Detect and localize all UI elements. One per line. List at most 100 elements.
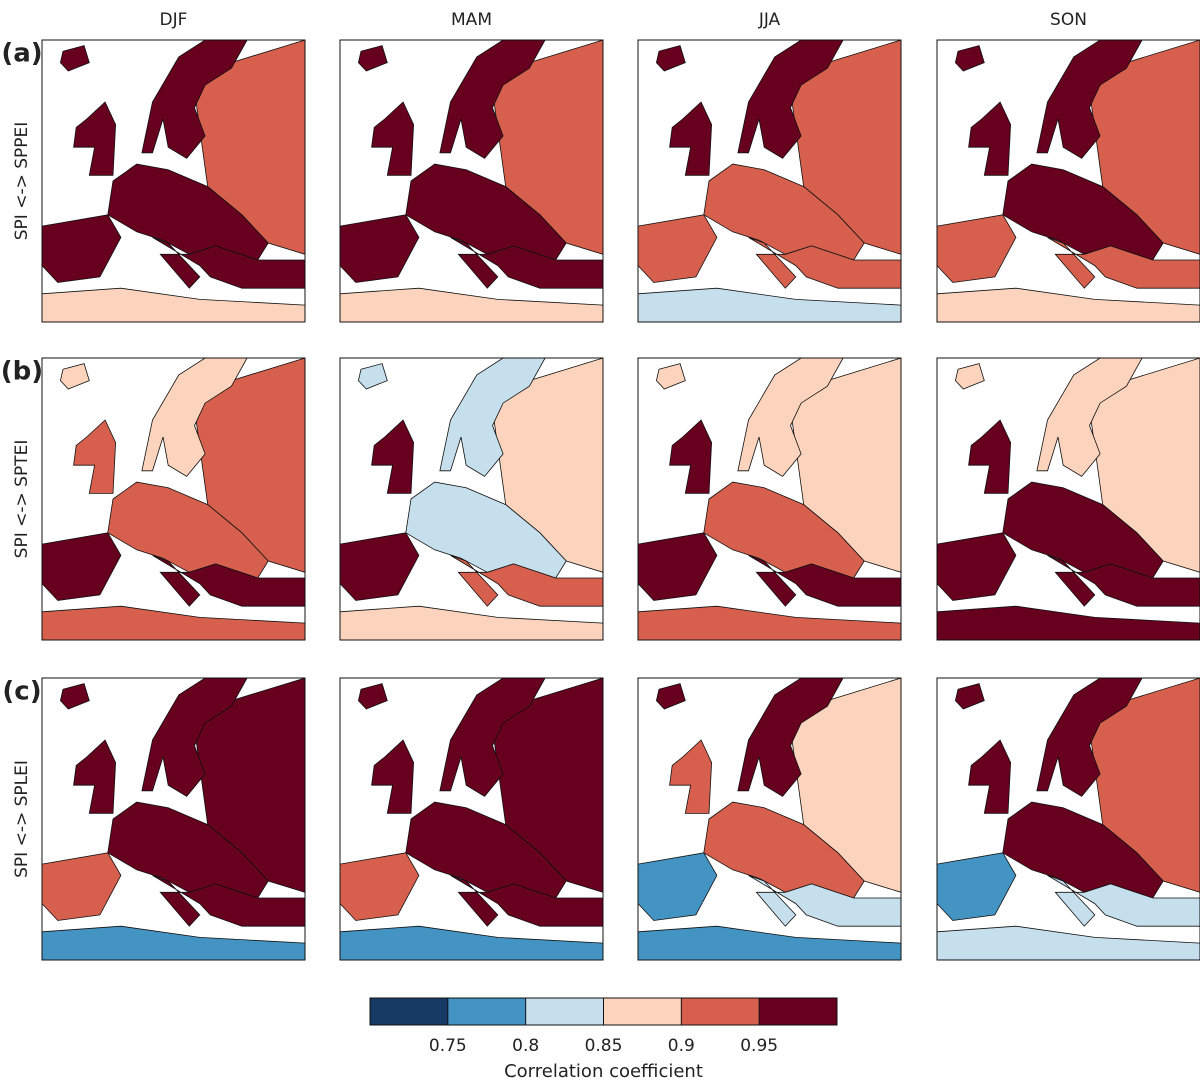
region [41, 605, 306, 641]
region [41, 214, 122, 283]
region [439, 39, 546, 159]
region [1047, 555, 1200, 607]
row-label: SPI <-> SPPEI [12, 122, 32, 241]
panel-frame [339, 677, 604, 961]
panel-frame [41, 39, 306, 323]
region [737, 357, 844, 477]
panel-frame [637, 39, 902, 323]
region [339, 287, 604, 323]
map-panel [637, 357, 902, 641]
region [936, 605, 1200, 641]
iceland [357, 683, 388, 710]
iceland [357, 45, 388, 72]
colorbar-tick-label: 0.85 [585, 1036, 623, 1056]
region [1047, 237, 1200, 289]
region [968, 419, 1012, 494]
region [637, 532, 718, 601]
region [152, 237, 306, 289]
region [669, 739, 713, 814]
iceland [357, 363, 388, 390]
row-letter: (c) [2, 677, 41, 707]
iceland [954, 683, 985, 710]
iceland [59, 363, 90, 390]
panel-frame [339, 39, 604, 323]
iceland [59, 45, 90, 72]
panel-frame [637, 677, 902, 961]
colorbar-label: Correlation coefficient [504, 1061, 703, 1082]
colorbar-tick-label: 0.95 [740, 1036, 778, 1056]
map-panel [936, 39, 1200, 323]
map-panel [41, 677, 306, 961]
panel-frame [41, 677, 306, 961]
region [748, 555, 902, 607]
region [371, 101, 415, 176]
region [637, 214, 718, 283]
colorbar-tick-label: 0.75 [429, 1036, 467, 1056]
region [450, 875, 604, 927]
iceland [954, 363, 985, 390]
map-panel [936, 677, 1200, 961]
colorbar-tick-label: 0.9 [668, 1036, 695, 1056]
region [339, 214, 420, 283]
row-label: SPI <-> SPTEI [12, 440, 32, 559]
region [73, 419, 117, 494]
colorbar-swatch [681, 998, 760, 1025]
region [936, 287, 1200, 323]
region [737, 39, 844, 159]
iceland [59, 683, 90, 710]
region [637, 287, 902, 323]
region [141, 357, 248, 477]
panel-frame [339, 357, 604, 641]
region [936, 532, 1017, 601]
region [41, 925, 306, 961]
region [141, 39, 248, 159]
region [1036, 677, 1143, 797]
map-panel [637, 39, 902, 323]
row-letter: (a) [1, 39, 42, 69]
iceland [655, 683, 686, 710]
panel-frame [41, 357, 306, 641]
region [141, 677, 248, 797]
region [152, 875, 306, 927]
colorbar-swatch [370, 998, 448, 1025]
region [41, 532, 122, 601]
column-title: MAM [451, 10, 492, 30]
map-panel [637, 677, 902, 961]
region [152, 555, 306, 607]
region [450, 555, 604, 607]
map-panel [339, 677, 604, 961]
region [339, 925, 604, 961]
colorbar-swatch [525, 998, 604, 1025]
region [339, 852, 420, 921]
region [637, 925, 902, 961]
region [737, 677, 844, 797]
iceland [655, 363, 686, 390]
region [439, 677, 546, 797]
region [439, 357, 546, 477]
region [1036, 39, 1143, 159]
map-panel [936, 357, 1200, 641]
panel-frame [936, 357, 1200, 641]
region [1047, 875, 1200, 927]
panel-frame [936, 677, 1200, 961]
region [371, 739, 415, 814]
map-panel [339, 39, 604, 323]
region [968, 739, 1012, 814]
colorbar-swatch [447, 998, 526, 1025]
column-title: JJA [758, 10, 781, 30]
region [73, 739, 117, 814]
region [339, 532, 420, 601]
region [450, 237, 604, 289]
region [73, 101, 117, 176]
region [41, 287, 306, 323]
colorbar-swatch [759, 998, 837, 1025]
region [936, 214, 1017, 283]
column-title: SON [1050, 10, 1087, 30]
region [669, 101, 713, 176]
region [748, 875, 902, 927]
colorbar-tick-label: 0.8 [512, 1036, 539, 1056]
region [637, 605, 902, 641]
region [637, 852, 718, 921]
iceland [954, 45, 985, 72]
